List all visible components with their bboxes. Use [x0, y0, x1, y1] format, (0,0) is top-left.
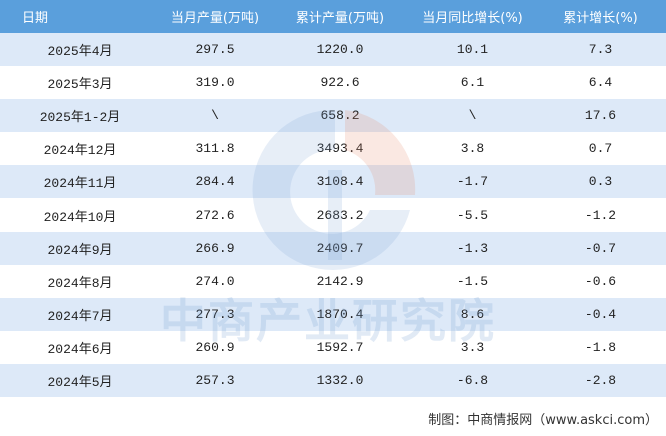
table-cell: 6.1	[460, 75, 485, 91]
table-cell: 2409.7	[270, 231, 410, 265]
table-cell: -0.7	[535, 231, 666, 265]
table-cell: 2024年9月	[0, 231, 160, 265]
table-cell: -5.5	[456, 207, 489, 223]
table-cell: 260.9	[195, 339, 235, 355]
header-cell: 当月产量(万吨)	[160, 0, 270, 33]
data-table: 日期 当月产量(万吨) 累计产量(万吨) 当月同比增长(%) 累计增长(%) 2025年…	[0, 0, 666, 398]
table-cell: 0.7	[588, 141, 613, 157]
header-cell: 当月同比增长(%)	[410, 0, 535, 33]
header-row: 日期 当月产量(万吨) 累计产量(万吨) 当月同比增长(%) 累计增长(%)	[0, 0, 666, 33]
table-row: 2024年8月 274.0 2142.9 -1.5 -0.6	[0, 265, 666, 298]
table-cell: 3108.4	[270, 165, 410, 199]
table-cell: 0.3	[535, 165, 666, 199]
table-row: 2025年4月 297.5 1220.0 10.1 7.3	[0, 33, 666, 67]
table-cell: 1332.0	[270, 363, 410, 398]
table-cell: 266.9	[160, 231, 270, 265]
table-cell: -1.7	[410, 165, 535, 199]
table-cell: -1.3	[410, 231, 535, 265]
table-cell: 257.3	[160, 363, 270, 398]
table-cell: -0.6	[584, 273, 617, 289]
table-cell: 658.2	[270, 99, 410, 133]
table-cell: 2025年1-2月	[0, 99, 160, 133]
table-cell: 2024年6月	[47, 341, 113, 357]
table-cell: 277.3	[160, 297, 270, 331]
header-cell: 累计增长(%)	[535, 0, 666, 33]
table-cell: -1.8	[584, 339, 617, 355]
table-cell: 2024年5月	[0, 363, 160, 398]
table-row: 2024年7月 277.3 1870.4 8.6 -0.4	[0, 297, 666, 331]
table-cell: -0.4	[535, 297, 666, 331]
header-cell: 累计产量(万吨)	[270, 0, 410, 33]
table-cell: 1592.7	[316, 339, 364, 355]
table-cell: 2142.9	[316, 273, 364, 289]
table-cell: 10.1	[410, 33, 535, 67]
table-cell: 2024年8月	[47, 275, 113, 291]
table-cell: 311.8	[195, 141, 235, 157]
table-cell: 2024年12月	[43, 143, 117, 159]
table-cell: 3493.4	[316, 141, 364, 157]
table-row: 2024年12月 311.8 3493.4 3.8 0.7	[0, 132, 666, 165]
table-cell: -1.2	[584, 207, 617, 223]
table-cell: 2025年3月	[47, 77, 113, 93]
table-row: 2025年1-2月 \ 658.2 \ 17.6	[0, 99, 666, 133]
table-cell: 17.6	[535, 99, 666, 133]
table-cell: 922.6	[320, 75, 360, 91]
table-row: 2025年3月 319.0 922.6 6.1 6.4	[0, 66, 666, 99]
table-cell: 272.6	[195, 207, 235, 223]
table-cell: 8.6	[410, 297, 535, 331]
table-cell: 2683.2	[316, 207, 364, 223]
table-cell: 274.0	[195, 273, 235, 289]
table-row: 2024年10月 272.6 2683.2 -5.5 -1.2	[0, 198, 666, 231]
table-cell: 1870.4	[270, 297, 410, 331]
table-cell: 319.0	[195, 75, 235, 91]
table-cell: 284.4	[160, 165, 270, 199]
table-row: 2024年5月 257.3 1332.0 -6.8 -2.8	[0, 363, 666, 398]
table-row: 2024年11月 284.4 3108.4 -1.7 0.3	[0, 165, 666, 199]
header-cell: 日期	[0, 0, 160, 33]
table-cell: -2.8	[535, 363, 666, 398]
table-cell: \	[410, 99, 535, 133]
table-cell: -1.5	[456, 273, 489, 289]
table-cell: 7.3	[535, 33, 666, 67]
table-cell: 1220.0	[270, 33, 410, 67]
table-cell: 3.3	[460, 339, 485, 355]
table-cell: 297.5	[160, 33, 270, 67]
table-cell: 2024年11月	[0, 165, 160, 199]
table-cell: 6.4	[588, 75, 613, 91]
table-row: 2024年6月 260.9 1592.7 3.3 -1.8	[0, 331, 666, 364]
footer: 制图：中商情报网（www.askci.com）	[428, 413, 658, 428]
table-body: 2025年4月 297.5 1220.0 10.1 7.3 2025年3月 319.0 922…	[0, 33, 666, 398]
table-cell: 3.8	[460, 141, 485, 157]
table-cell: 2024年10月	[43, 209, 117, 225]
table-cell: 2024年7月	[0, 297, 160, 331]
table-row: 2024年9月 266.9 2409.7 -1.3 -0.7	[0, 231, 666, 265]
table-cell: \	[160, 99, 270, 133]
table-cell: -6.8	[410, 363, 535, 398]
table-cell: 2025年4月	[0, 33, 160, 67]
